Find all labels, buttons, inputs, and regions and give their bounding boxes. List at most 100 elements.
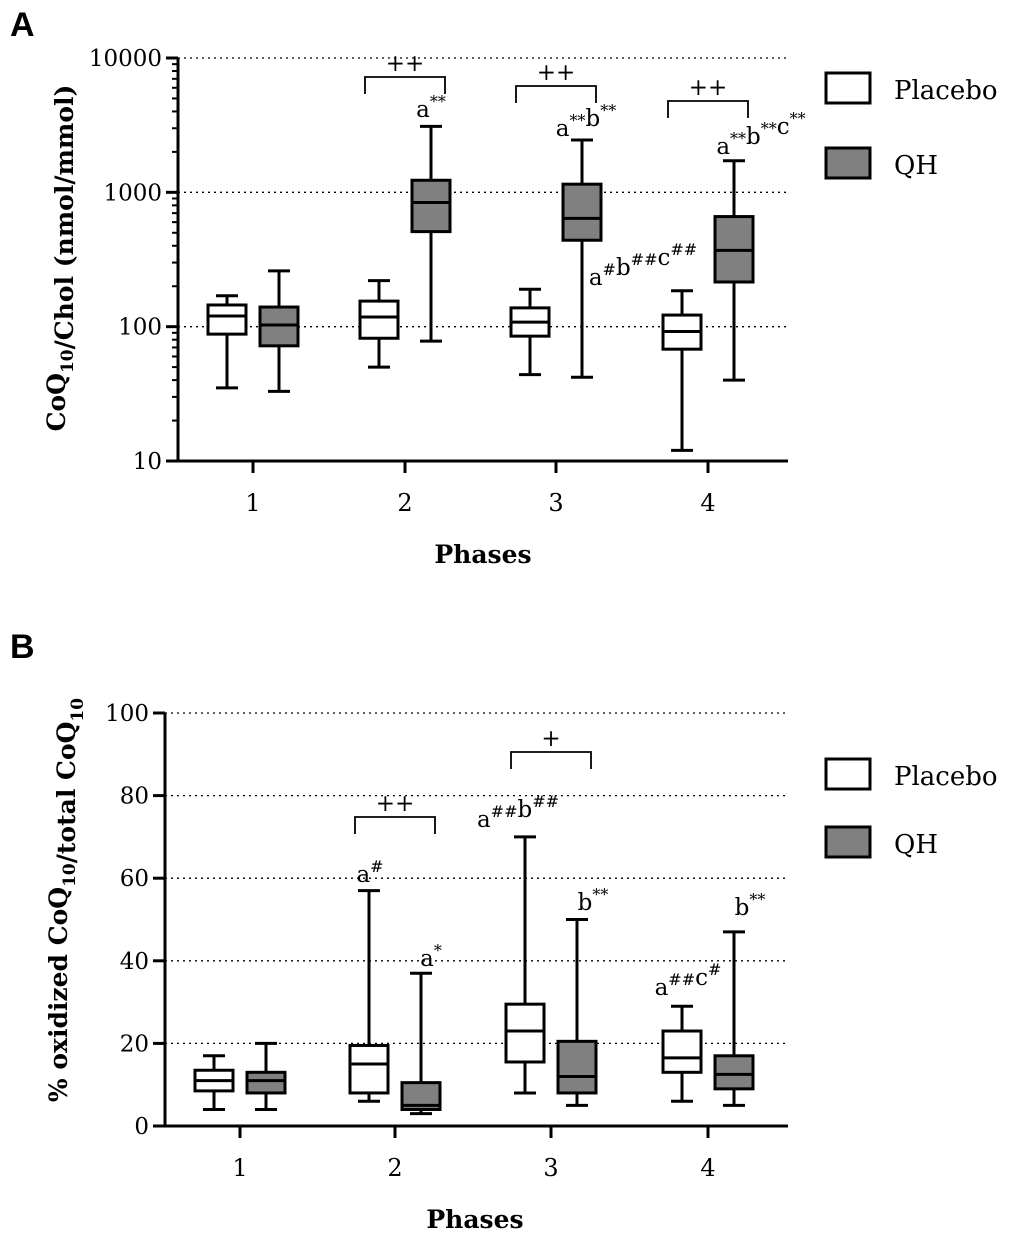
annotation-superscript: ** xyxy=(749,890,765,909)
box-placebo-phase-2 xyxy=(358,279,400,369)
legend-swatch xyxy=(824,825,872,859)
bracket-line xyxy=(667,100,749,118)
legend-label: QH xyxy=(894,830,938,860)
annotation-superscript: ## xyxy=(631,250,658,269)
significance-annotation: a**b** xyxy=(556,101,616,142)
annotation-superscript: # xyxy=(708,960,721,979)
y-tick-label: 60 xyxy=(120,866,149,892)
panel-a-legend: Placebo QH xyxy=(824,71,998,181)
annotation-letter: b xyxy=(735,895,750,921)
ylabel-part: CoQ xyxy=(42,373,71,431)
significance-annotation: a**b**c** xyxy=(716,109,805,160)
annotation-letter: b xyxy=(517,797,532,823)
bracket-label: ++ xyxy=(386,51,425,77)
annotation-letter: b xyxy=(578,890,593,916)
significance-bracket: + xyxy=(510,726,592,769)
box-placebo-phase-4 xyxy=(661,289,703,452)
panel-letter-a: A xyxy=(10,6,35,44)
box-qh-phase-4 xyxy=(713,159,755,382)
panel-b-x-axis-label: Phases xyxy=(426,1205,523,1234)
y-tick-label: 1000 xyxy=(103,180,162,206)
box-iqr xyxy=(713,1054,755,1091)
box-iqr xyxy=(206,303,248,336)
annotation-superscript: ** xyxy=(569,111,585,130)
annotation-letter: a xyxy=(655,975,669,1001)
annotation-superscript: * xyxy=(434,941,442,960)
significance-annotation: b** xyxy=(578,885,609,916)
bracket-line xyxy=(364,76,446,94)
legend-swatch xyxy=(824,71,872,105)
box-iqr xyxy=(358,299,400,340)
annotation-superscript: ** xyxy=(592,885,608,904)
box-placebo-phase-2 xyxy=(348,889,390,1103)
ylabel-part: CoQ xyxy=(44,887,73,945)
x-tick-label: 1 xyxy=(232,1154,247,1182)
x-tick-label: 3 xyxy=(543,1154,558,1182)
legend-item-placebo: Placebo xyxy=(824,757,998,792)
significance-annotation: a#b##c## xyxy=(589,240,697,291)
legend-item-placebo: Placebo xyxy=(824,71,998,106)
significance-annotation: a* xyxy=(420,941,442,972)
annotation-superscript: ** xyxy=(790,109,806,128)
annotation-letter: a xyxy=(420,946,434,972)
legend-item-qh: QH xyxy=(824,146,938,181)
box-placebo-phase-3 xyxy=(504,835,546,1095)
significance-bracket: ++ xyxy=(515,60,597,103)
x-tick-label: 4 xyxy=(700,1154,715,1182)
box-placebo-phase-4 xyxy=(661,1004,703,1103)
significance-bracket: ++ xyxy=(354,791,436,834)
significance-annotation: a** xyxy=(416,92,446,123)
annotation-letter: a xyxy=(589,265,603,291)
box-iqr xyxy=(556,1039,598,1095)
panel-b-annotations: +++a#a*a##b##b**a##c#b** xyxy=(354,726,766,1001)
ylabel-part: % oxidized xyxy=(44,945,73,1102)
legend-item-qh: QH xyxy=(824,825,938,860)
box-iqr xyxy=(504,1002,546,1064)
annotation-superscript: ## xyxy=(491,802,518,821)
box-qh-phase-3 xyxy=(561,138,603,379)
x-tick-label: 2 xyxy=(397,489,412,517)
panel-b-axes: 0 20 40 60 80 100 1 2 3 4 xyxy=(105,701,788,1182)
panel-a-boxes xyxy=(206,124,755,452)
annotation-letter: c xyxy=(777,114,790,140)
y-axis-label-text: CoQ10/Chol (nmol/mmol) xyxy=(42,85,79,432)
panel-a-annotations: ++ ++++a**a**b**a**b**c**a#b##c## xyxy=(364,51,806,291)
annotation-superscript: ## xyxy=(668,970,695,989)
legend-swatch xyxy=(824,757,872,791)
ylabel-subscript: 10 xyxy=(58,349,78,373)
legend-swatch xyxy=(824,146,872,180)
y-tick-label: 100 xyxy=(105,701,149,727)
box-iqr xyxy=(410,178,452,234)
y-tick-label: 100 xyxy=(118,315,162,341)
y-tick-label: 10 xyxy=(133,449,162,475)
x-tick-label: 4 xyxy=(700,489,715,517)
annotation-superscript: # xyxy=(370,857,383,876)
panel-b-legend: Placebo QH xyxy=(824,757,998,860)
panel-a-x-axis-label: Phases xyxy=(434,540,531,569)
x-tick-label: 2 xyxy=(387,1154,402,1182)
box-iqr xyxy=(561,182,603,242)
panel-b-gridlines xyxy=(165,712,788,1045)
significance-annotation: a# xyxy=(356,857,383,888)
box-qh-phase-1 xyxy=(258,269,300,393)
significance-annotation: b** xyxy=(735,890,766,921)
legend-label: Placebo xyxy=(894,762,998,792)
panel-a-y-axis-label: CoQ10/Chol (nmol/mmol) xyxy=(42,85,79,432)
annotation-letter: b xyxy=(746,124,761,150)
y-tick-label: 40 xyxy=(120,949,149,975)
box-qh-phase-2 xyxy=(400,971,442,1116)
annotation-superscript: ## xyxy=(670,240,697,259)
bracket-line xyxy=(354,816,436,834)
panel-letter-b: B xyxy=(10,628,35,666)
box-iqr xyxy=(348,1043,390,1095)
ylabel-subscript: 10 xyxy=(60,863,80,887)
annotation-letter: c xyxy=(657,245,670,271)
y-tick-label: 10000 xyxy=(89,46,162,72)
bracket-label: + xyxy=(541,726,560,752)
box-iqr xyxy=(245,1070,287,1095)
y-axis-label-text: % oxidized CoQ10/total CoQ10 xyxy=(44,698,88,1102)
annotation-superscript: ** xyxy=(600,101,616,120)
box-qh-phase-3 xyxy=(556,918,598,1107)
significance-annotation: a##b## xyxy=(477,792,559,833)
panel-a-axes: 10 100 1000 10000 1 2 3 4 xyxy=(89,46,788,517)
